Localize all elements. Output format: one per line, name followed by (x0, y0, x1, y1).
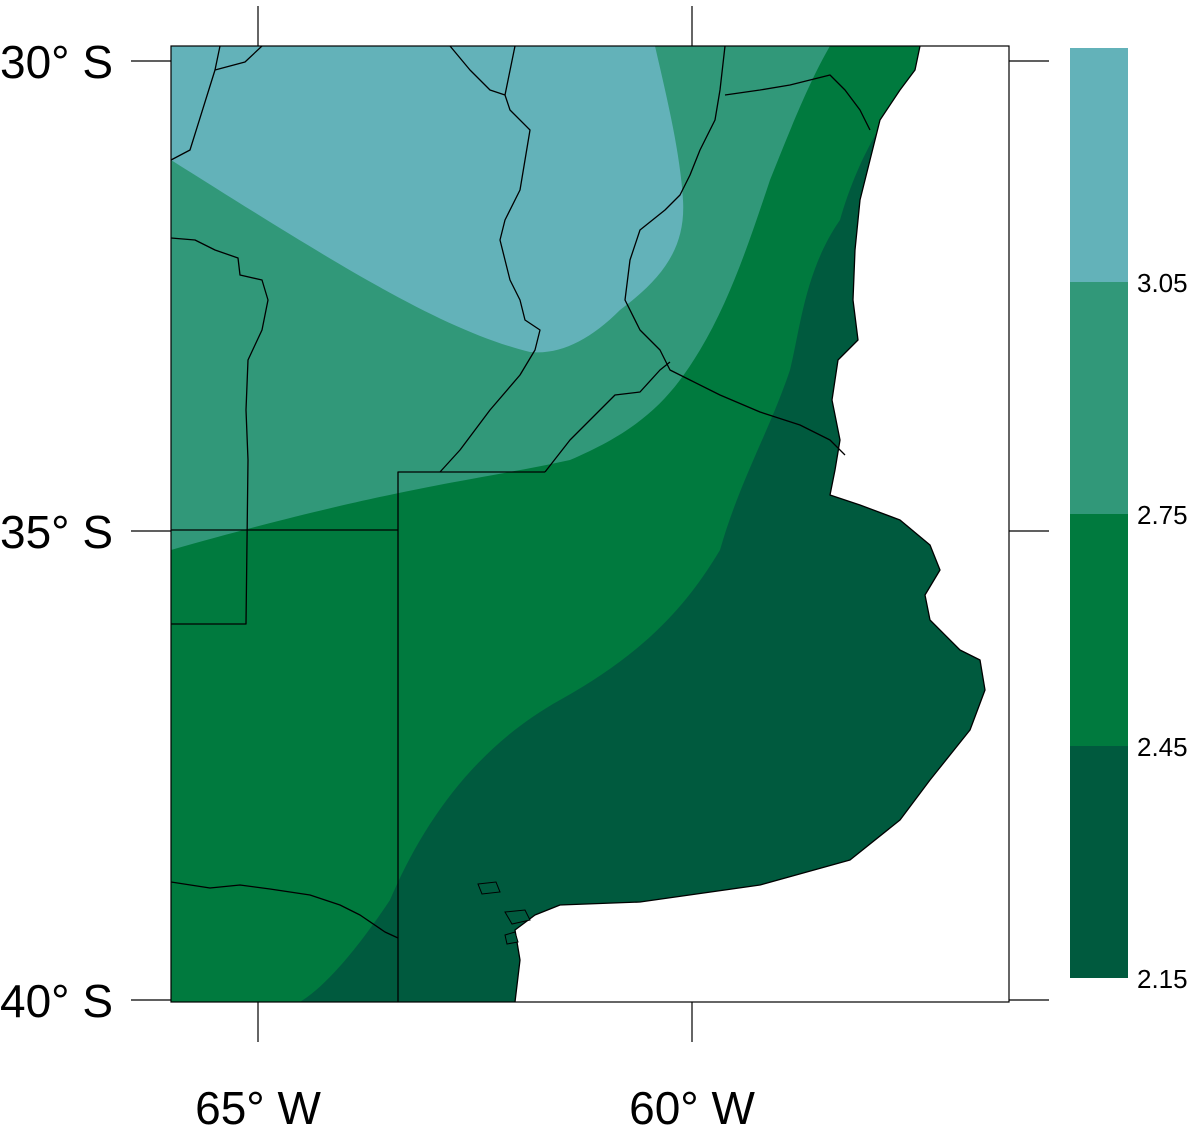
boundary-buenos-aires-north (544, 361, 671, 473)
sea-area (515, 46, 1009, 1002)
legend-label-3-05: 3.05 (1137, 268, 1188, 298)
lon-label-60: 60° W (629, 1082, 755, 1134)
island-3 (504, 931, 519, 945)
legend-label-2-75: 2.75 (1137, 500, 1188, 530)
lat-label-30: 30° S (0, 36, 113, 88)
boundary-entre-rios (624, 46, 846, 456)
lon-label-65: 65° W (195, 1082, 321, 1134)
coastline (514, 46, 986, 1002)
legend-swatch-4 (1070, 746, 1128, 978)
boundary-sanluis (171, 237, 269, 625)
lon-ticks (257, 6, 693, 1042)
lat-label-40: 40° S (0, 975, 113, 1027)
legend-label-2-45: 2.45 (1137, 732, 1188, 762)
legend: 3.05 2.75 2.45 2.15 (1070, 48, 1188, 994)
boundary-entre-rios-north (724, 74, 871, 131)
lat-label-35: 35° S (0, 506, 113, 558)
boundary-buenos-aires-west (397, 471, 545, 1002)
legend-label-2-15: 2.15 (1137, 964, 1188, 994)
boundary-cordoba-santafe (439, 46, 541, 473)
legend-swatch-1 (1070, 48, 1128, 282)
map-plot-area (171, 46, 1009, 1002)
island-1 (504, 909, 531, 925)
lat-ticks (131, 60, 1049, 1001)
island-2 (477, 881, 501, 895)
boundary-santafe-north (504, 46, 516, 96)
map-frame (170, 45, 1010, 1003)
boundary-rio-colorado (171, 881, 399, 939)
legend-swatch-3 (1070, 514, 1128, 746)
boundary-north-west (171, 46, 263, 161)
band-top (171, 46, 684, 353)
legend-swatch-2 (1070, 282, 1128, 514)
